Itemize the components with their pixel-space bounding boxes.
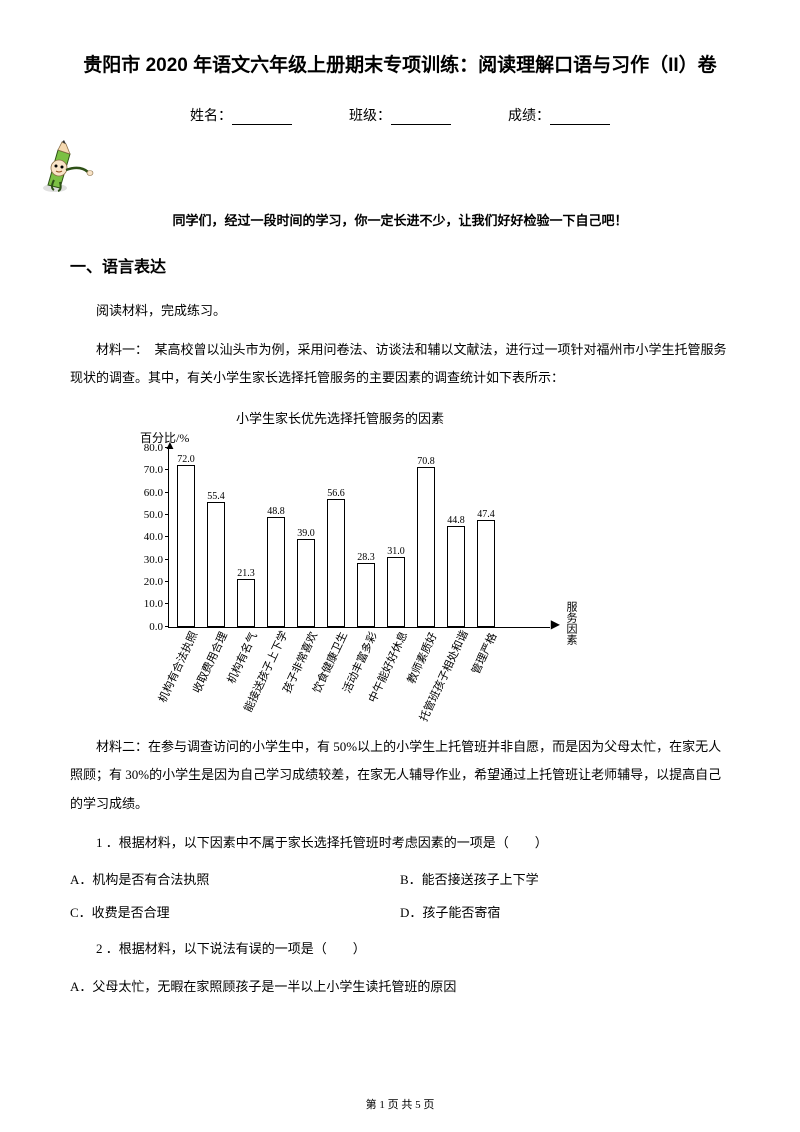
bar-rect: 44.8 (447, 526, 465, 627)
bar-value-label: 55.4 (207, 491, 225, 503)
bar-rect: 28.3 (357, 563, 375, 627)
class-blank[interactable] (391, 111, 451, 125)
y-tick-label: 80.0 (144, 442, 163, 454)
y-tick-label: 30.0 (144, 554, 163, 566)
bar-group: 21.3 (237, 448, 255, 627)
x-axis-arrow-icon: ▶ (551, 617, 560, 632)
footer-suffix: 页 (421, 1099, 435, 1111)
name-label: 姓名： (190, 109, 232, 124)
bar-group: 31.0 (387, 448, 405, 627)
x-axis-labels: 机构有合法执照收取费用合理机构有名气能接送孩子上下学孩子非常喜欢饮食健康卫生活动… (176, 628, 550, 718)
y-tick-label: 60.0 (144, 487, 163, 499)
y-axis-ticks: 0.010.020.030.040.050.060.070.080.0 (131, 448, 167, 627)
bar-rect: 39.0 (297, 539, 315, 627)
bar-rect: 47.4 (477, 520, 495, 627)
material-1-paragraph: 材料一： 某高校曾以汕头市为例，采用问卷法、访谈法和辅以文献法，进行过一项针对福… (70, 336, 730, 393)
bar-group: 72.0 (177, 448, 195, 627)
student-info-line: 姓名： 班级： 成绩： (70, 105, 730, 125)
q1-option-c: C．收费是否合理 (70, 902, 400, 921)
q1-option-b: B．能否接送孩子上下学 (400, 869, 730, 888)
footer-mid: 页 共 (385, 1099, 415, 1111)
y-tick-label: 10.0 (144, 598, 163, 610)
bar-rect: 31.0 (387, 557, 405, 627)
y-tick-mark (165, 514, 169, 515)
bar-chart: 小学生家长优先选择托管服务的因素 百分比/% ▲ ▶ 0.010.020.030… (130, 408, 550, 718)
score-label: 成绩： (508, 109, 550, 124)
bars-container: 72.0 55.4 21.3 48.8 39.0 56.6 28.3 31.0 70.8 44.8… (177, 448, 550, 627)
bar-group: 47.4 (477, 448, 495, 627)
y-tick-mark (165, 536, 169, 537)
bar-group: 48.8 (267, 448, 285, 627)
q1-option-a: A．机构是否有合法执照 (70, 869, 400, 888)
y-tick-label: 50.0 (144, 509, 163, 521)
bar-rect: 56.6 (327, 499, 345, 626)
y-tick-mark (165, 559, 169, 560)
bar-rect: 70.8 (417, 467, 435, 626)
bar-group: 56.6 (327, 448, 345, 627)
bar-value-label: 28.3 (357, 552, 375, 564)
exam-title: 贵阳市 2020 年语文六年级上册期末专项训练：阅读理解口语与习作（II）卷 (70, 50, 730, 77)
page-footer: 第 1 页 共 5 页 (0, 1096, 800, 1112)
chart-title: 小学生家长优先选择托管服务的因素 (130, 408, 550, 427)
y-tick-label: 70.0 (144, 464, 163, 476)
question-1-options-row1: A．机构是否有合法执照 B．能否接送孩子上下学 (70, 869, 730, 888)
bar-rect: 55.4 (207, 502, 225, 627)
bar-value-label: 56.6 (327, 488, 345, 500)
y-tick-mark (165, 626, 169, 627)
bar-rect: 72.0 (177, 465, 195, 627)
y-tick-label: 20.0 (144, 576, 163, 588)
bar-value-label: 21.3 (237, 568, 255, 580)
score-blank[interactable] (550, 111, 610, 125)
x-label-item: 机构有合法执照 (176, 628, 194, 718)
q2-option-a: A．父母太忙，无暇在家照顾孩子是一半以上小学生读托管班的原因 (70, 976, 730, 995)
material-2-paragraph: 材料二：在参与调查访问的小学生中，有 50%以上的小学生上托管班并非自愿，而是因… (70, 733, 730, 819)
bar-group: 39.0 (297, 448, 315, 627)
bar-group: 55.4 (207, 448, 225, 627)
q1-option-d: D．孩子能否寄宿 (400, 902, 730, 921)
x-label-text: 管理严格 (467, 630, 500, 677)
x-label-item: 管理严格 (476, 628, 494, 718)
y-tick-label: 0.0 (149, 621, 163, 633)
bar-rect: 48.8 (267, 517, 285, 627)
section-1-header: 一、语言表达 (70, 253, 730, 277)
chart-x-label: 服务因素 (565, 601, 576, 645)
x-label-item: 饮食健康卫生 (326, 628, 344, 718)
y-tick-mark (165, 492, 169, 493)
y-tick-mark (165, 469, 169, 470)
bar-value-label: 44.8 (447, 515, 465, 527)
y-tick-mark (165, 447, 169, 448)
bar-rect: 21.3 (237, 579, 255, 627)
bar-group: 70.8 (417, 448, 435, 627)
encouragement-text: 同学们，经过一段时间的学习，你一定长进不少，让我们好好检验一下自己吧！ (70, 210, 730, 229)
x-label-text: 机构有合法执照 (154, 628, 201, 705)
bar-group: 28.3 (357, 448, 375, 627)
x-label-item: 中午能好好休息 (386, 628, 404, 718)
x-label-item: 托管班孩子相处和谐 (446, 628, 464, 718)
y-tick-label: 40.0 (144, 531, 163, 543)
x-label-item: 收取费用合理 (206, 628, 224, 718)
chart-plot-area: ▲ ▶ 0.010.020.030.040.050.060.070.080.0 … (168, 448, 550, 628)
bar-value-label: 48.8 (267, 506, 285, 518)
question-1-stem: 1 ．根据材料，以下因素中不属于家长选择托管班时考虑因素的一项是（ ） (70, 829, 730, 858)
bar-group: 44.8 (447, 448, 465, 627)
x-label-item: 活动丰富多彩 (356, 628, 374, 718)
bar-value-label: 47.4 (477, 509, 495, 521)
bar-value-label: 39.0 (297, 528, 315, 540)
y-tick-mark (165, 603, 169, 604)
chart-y-label: 百分比/% (140, 429, 550, 446)
name-blank[interactable] (232, 111, 292, 125)
instruction-paragraph: 阅读材料，完成练习。 (70, 297, 730, 326)
bar-value-label: 72.0 (177, 454, 195, 466)
question-2-stem: 2 ．根据材料，以下说法有误的一项是（ ） (70, 935, 730, 964)
bar-value-label: 70.8 (417, 456, 435, 468)
x-label-item: 能接送孩子上下学 (266, 628, 284, 718)
y-tick-mark (165, 581, 169, 582)
x-label-item: 孩子非常喜欢 (296, 628, 314, 718)
footer-prefix: 第 (366, 1099, 380, 1111)
bar-value-label: 31.0 (387, 546, 405, 558)
class-label: 班级： (349, 109, 391, 124)
question-1-options-row2: C．收费是否合理 D．孩子能否寄宿 (70, 902, 730, 921)
pencil-cartoon-icon (40, 140, 115, 195)
pencil-illustration-row (70, 140, 730, 210)
